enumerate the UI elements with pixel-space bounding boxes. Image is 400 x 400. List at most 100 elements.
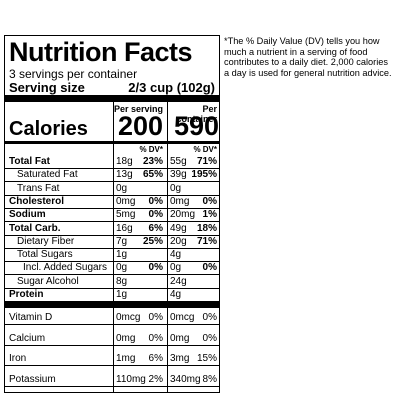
serving-dv: 0% bbox=[148, 312, 163, 323]
serving-dv: 6% bbox=[148, 223, 163, 234]
row-divider bbox=[5, 221, 219, 222]
container-dv: 1% bbox=[202, 209, 217, 220]
row-divider bbox=[5, 261, 219, 262]
nutrient-name: Total Sugars bbox=[17, 249, 73, 260]
container-amount: 20mg bbox=[170, 209, 196, 220]
serving-dv: 2% bbox=[148, 374, 163, 385]
row-divider bbox=[5, 365, 219, 366]
calories-per-container: 590 bbox=[173, 111, 219, 141]
dv-header-container: % DV* bbox=[193, 145, 217, 154]
serving-amount: 1g bbox=[116, 289, 128, 300]
column-divider bbox=[167, 308, 168, 392]
servings-per-container: 3 servings per container bbox=[9, 67, 138, 81]
row-divider bbox=[5, 181, 219, 182]
row-divider bbox=[5, 324, 219, 325]
row-divider bbox=[5, 345, 219, 346]
micronutrient-row: Potassium 110mg 2% 340mg 8% bbox=[5, 373, 219, 386]
nutrient-row: Saturated Fat 13g 65% 39g 195% bbox=[5, 168, 219, 181]
row-divider bbox=[5, 288, 219, 289]
nutrient-name: Total Carb. bbox=[9, 223, 61, 234]
serving-dv: 65% bbox=[142, 169, 163, 180]
container-amount: 49g bbox=[170, 223, 187, 234]
container-dv: 18% bbox=[196, 223, 217, 234]
serving-amount: 0g bbox=[116, 183, 128, 194]
nutrient-row: Sugar Alcohol 8g 24g bbox=[5, 275, 219, 288]
container-amount: 39g bbox=[170, 169, 187, 180]
nutrient-row: Total Sugars 1g 4g bbox=[5, 248, 219, 261]
column-divider bbox=[113, 308, 114, 392]
serving-amount: 1g bbox=[116, 249, 128, 260]
container-amount: 20g bbox=[170, 236, 187, 247]
serving-size-value: 2/3 cup (102g) bbox=[128, 80, 215, 95]
nutrient-name: Trans Fat bbox=[17, 183, 60, 194]
nutrient-name: Total Fat bbox=[9, 156, 50, 167]
serving-dv: 23% bbox=[142, 156, 163, 167]
container-dv: 0% bbox=[202, 196, 217, 207]
thick-divider bbox=[5, 301, 219, 308]
micronutrient-row: Iron 1mg 6% 3mg 15% bbox=[5, 352, 219, 365]
nutrient-name: Dietary Fiber bbox=[17, 236, 75, 247]
container-amount: 3mg bbox=[170, 353, 190, 364]
container-amount: 4g bbox=[170, 249, 182, 260]
per-container-label: Per container bbox=[176, 104, 217, 124]
daily-value-footnote: *The % Daily Value (DV) tells you how mu… bbox=[224, 36, 392, 78]
container-dv: 0% bbox=[202, 262, 217, 273]
nutrient-row: Dietary Fiber 7g 25% 20g 71% bbox=[5, 235, 219, 248]
nutrient-name: Vitamin D bbox=[9, 312, 53, 323]
calories-per-serving: 200 bbox=[117, 111, 163, 141]
dv-header-serving: % DV* bbox=[139, 145, 163, 154]
container-dv: 0% bbox=[202, 312, 217, 323]
container-dv: 0% bbox=[202, 333, 217, 344]
row-divider bbox=[5, 235, 219, 236]
row-divider bbox=[5, 208, 219, 209]
container-dv: 8% bbox=[202, 374, 217, 385]
row-divider bbox=[5, 168, 219, 169]
serving-dv: 0% bbox=[148, 209, 163, 220]
nutrient-row: Sodium 5mg 0% 20mg 1% bbox=[5, 208, 219, 221]
nutrient-name: Cholesterol bbox=[9, 196, 65, 207]
container-amount: 4g bbox=[170, 289, 182, 300]
nutrient-row: Protein 1g 4g bbox=[5, 288, 219, 301]
container-dv: 71% bbox=[196, 236, 217, 247]
container-amount: 0mcg bbox=[170, 312, 195, 323]
serving-dv: 0% bbox=[148, 333, 163, 344]
serving-amount: 5mg bbox=[116, 209, 136, 220]
container-dv: 15% bbox=[196, 353, 217, 364]
serving-dv: 0% bbox=[148, 262, 163, 273]
serving-amount: 8g bbox=[116, 276, 128, 287]
serving-amount: 0g bbox=[116, 262, 128, 273]
serving-amount: 110mg bbox=[116, 374, 146, 385]
serving-dv: 25% bbox=[142, 236, 163, 247]
row-divider bbox=[5, 274, 219, 275]
per-serving-label: Per serving bbox=[113, 104, 163, 114]
nutrient-name: Iron bbox=[9, 353, 27, 364]
serving-amount: 16g bbox=[116, 223, 133, 234]
serving-amount: 1mg bbox=[116, 353, 136, 364]
nutrient-name: Incl. Added Sugars bbox=[23, 262, 107, 273]
container-amount: 0mg bbox=[170, 333, 190, 344]
nutrient-row: Trans Fat 0g 0g bbox=[5, 182, 219, 195]
container-amount: 0mg bbox=[170, 196, 190, 207]
row-divider bbox=[5, 248, 219, 249]
nutrient-name: Protein bbox=[9, 289, 44, 300]
thick-divider bbox=[5, 95, 219, 102]
medium-divider bbox=[5, 141, 219, 144]
serving-size-label: Serving size bbox=[9, 80, 85, 95]
container-amount: 55g bbox=[170, 156, 187, 167]
container-amount: 0g bbox=[170, 262, 182, 273]
serving-amount: 7g bbox=[116, 236, 128, 247]
serving-amount: 0mg bbox=[116, 333, 136, 344]
nutrient-name: Sodium bbox=[9, 209, 46, 220]
nutrient-row: Total Fat 18g 23% 55g 71% bbox=[5, 155, 219, 168]
serving-dv: 6% bbox=[148, 353, 163, 364]
nutrient-name: Saturated Fat bbox=[17, 169, 78, 180]
nutrient-row: Total Carb. 16g 6% 49g 18% bbox=[5, 222, 219, 235]
row-divider bbox=[5, 195, 219, 196]
column-divider bbox=[113, 102, 114, 301]
nutrient-row: Incl. Added Sugars 0g 0% 0g 0% bbox=[5, 261, 219, 274]
container-amount: 340mg bbox=[170, 374, 201, 385]
container-dv: 195% bbox=[191, 169, 217, 180]
serving-dv: 0% bbox=[148, 196, 163, 207]
container-amount: 0g bbox=[170, 183, 182, 194]
container-amount: 24g bbox=[170, 276, 187, 287]
